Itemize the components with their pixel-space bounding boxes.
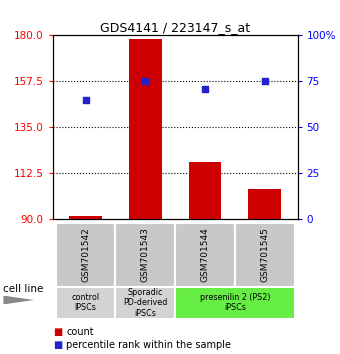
Bar [189,162,221,219]
Bar [248,189,281,219]
Bar [69,216,102,219]
Text: GSM701542: GSM701542 [81,228,90,282]
Text: presenilin 2 (PS2)
iPSCs: presenilin 2 (PS2) iPSCs [200,293,270,312]
Polygon shape [3,296,34,304]
Bar [115,287,175,319]
Point [83,97,88,103]
Text: Sporadic
PD-derived
iPSCs: Sporadic PD-derived iPSCs [123,288,167,318]
Bar [129,40,162,219]
Bar [175,287,294,319]
Point [262,79,267,84]
Text: percentile rank within the sample: percentile rank within the sample [66,340,231,350]
Text: cell line: cell line [3,284,44,293]
Text: ■: ■ [53,327,62,337]
Text: GSM701543: GSM701543 [141,227,150,282]
Text: count: count [66,327,94,337]
Bar [115,223,175,287]
Text: GSM701545: GSM701545 [260,227,269,282]
Bar [175,223,235,287]
Text: ■: ■ [53,340,62,350]
Point [202,86,208,92]
Bar [56,223,115,287]
Bar [235,223,294,287]
Title: GDS4141 / 223147_s_at: GDS4141 / 223147_s_at [100,21,250,34]
Bar [56,287,115,319]
Text: control
IPSCs: control IPSCs [71,293,100,312]
Point [142,79,148,84]
Text: GSM701544: GSM701544 [201,228,209,282]
